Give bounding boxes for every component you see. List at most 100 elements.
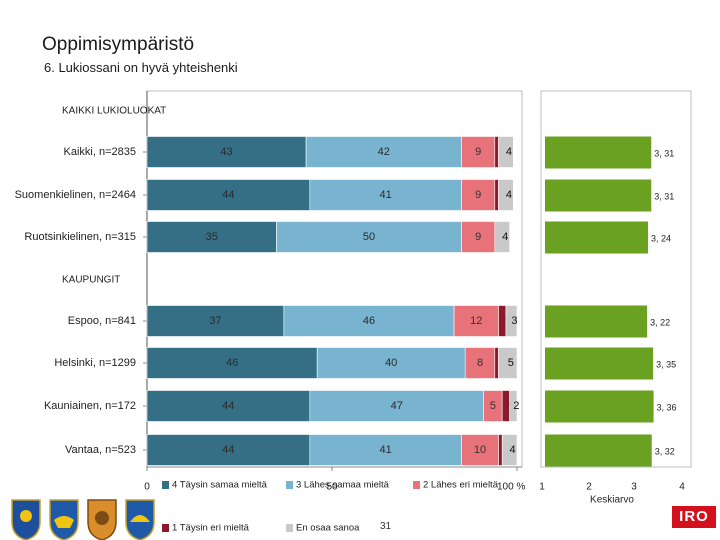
category-label: Espoo, n=841 [68,315,136,327]
average-label: 3, 22 [650,317,670,327]
bar-segment [498,434,503,466]
data-label: 50 [363,231,375,243]
iro-logo: IRO [672,506,716,536]
bar-segment [146,434,311,466]
bar-segment [494,136,499,168]
data-label: 4 [506,189,512,201]
group-label: KAUPUNGIT [62,275,120,286]
vantaa-crest-icon [125,499,155,540]
data-label: 47 [391,400,403,412]
average-label: 3, 24 [651,233,671,243]
data-label: 9 [475,146,481,158]
average-tick-label: 1 [539,482,545,493]
bar-segment [501,434,518,466]
data-label: 35 [206,231,218,243]
bar-segment [146,305,285,337]
category-label: Ruotsinkielinen, n=315 [24,231,136,243]
legend-label: 3 Lähes samaa mieltä [296,480,390,491]
data-label: 2 [505,400,511,412]
average-label: 3, 35 [656,359,676,369]
group-label: KAIKKI LUKIOLUOKAT [62,106,166,117]
average-bar [545,347,654,380]
average-axis-title: Keskiarvo [590,495,634,506]
data-label: 4 [510,444,516,456]
data-label: 4 [506,146,512,158]
average-bar [545,221,649,254]
bar-segment [309,434,462,466]
bar-segment [498,136,514,168]
bar-segment [146,221,277,253]
data-label: 44 [222,189,234,201]
bar-segment [146,179,311,211]
average-label: 3, 32 [655,446,675,456]
x-tick-label: 100 % [497,482,525,493]
bar-segment [461,179,496,211]
category-label: Kauniainen, n=172 [44,400,136,412]
legend-label: En osaa sanoa [296,523,360,534]
data-label: 44 [222,444,234,456]
legend-swatch [162,524,169,532]
bar-segment [461,221,496,253]
data-label: 41 [380,444,392,456]
bar-segment [453,305,499,337]
iro-logo-mark: IRO [672,506,716,528]
bar-segment [505,305,518,337]
city-crests [11,499,155,540]
data-label: 10 [474,444,486,456]
data-label: 5 [508,357,514,369]
page-title: Oppimisympäristö [42,34,195,55]
legend-label: 1 Täysin eri mieltä [172,523,250,534]
data-label: 44 [222,400,234,412]
bar-segment [464,347,496,379]
category-label: Suomenkielinen, n=2464 [15,189,136,201]
bar-segment [309,179,462,211]
average-label: 3, 31 [654,148,674,158]
data-label: 9 [475,189,481,201]
bar-segment [494,347,499,379]
legend-swatch [413,481,420,489]
data-label: 37 [209,315,221,327]
bar-segment [461,136,496,168]
data-label: 12 [470,315,482,327]
data-label: 9 [475,231,481,243]
bar-segment [146,347,318,379]
average-label: 3, 31 [654,191,674,201]
average-bar [545,305,648,338]
x-tick-label: 50 [326,482,338,493]
data-label: 2 [501,315,507,327]
data-label: 46 [226,357,238,369]
data-label: 5 [490,400,496,412]
category-label: Vantaa, n=523 [65,444,136,456]
average-tick-label: 4 [679,482,685,493]
average-bar [545,434,652,467]
average-bar [545,136,652,169]
bar-segment [509,390,518,422]
legend-swatch [162,481,169,489]
bar-segment [316,347,466,379]
legend-swatch [286,481,293,489]
average-label: 3, 36 [657,402,677,412]
bar-segment [305,136,462,168]
average-bar [545,179,652,212]
average-frame [540,90,692,468]
bar-segment [146,390,311,422]
espoo-crest-icon [11,499,41,540]
bar-segment [494,221,510,253]
x-tick-label: 0 [144,482,150,493]
legend-label: 2 Lähes eri mieltä [423,480,499,491]
bar-segment [276,221,462,253]
data-label: 42 [378,146,390,158]
data-label: 3 [511,315,517,327]
chart-subtitle: 6. Lukiossani on hyvä yhteishenki [44,60,238,75]
helsinki-crest-icon [49,499,79,540]
bar-segment [283,305,455,337]
data-label: 40 [385,357,397,369]
data-label: 43 [220,146,232,158]
data-label: 46 [363,315,375,327]
average-tick-label: 2 [586,482,592,493]
legend-label: 4 Täysin samaa mieltä [172,480,268,491]
kauniainen-crest-icon [87,499,117,540]
data-label: 8 [477,357,483,369]
average-bar [545,390,654,423]
